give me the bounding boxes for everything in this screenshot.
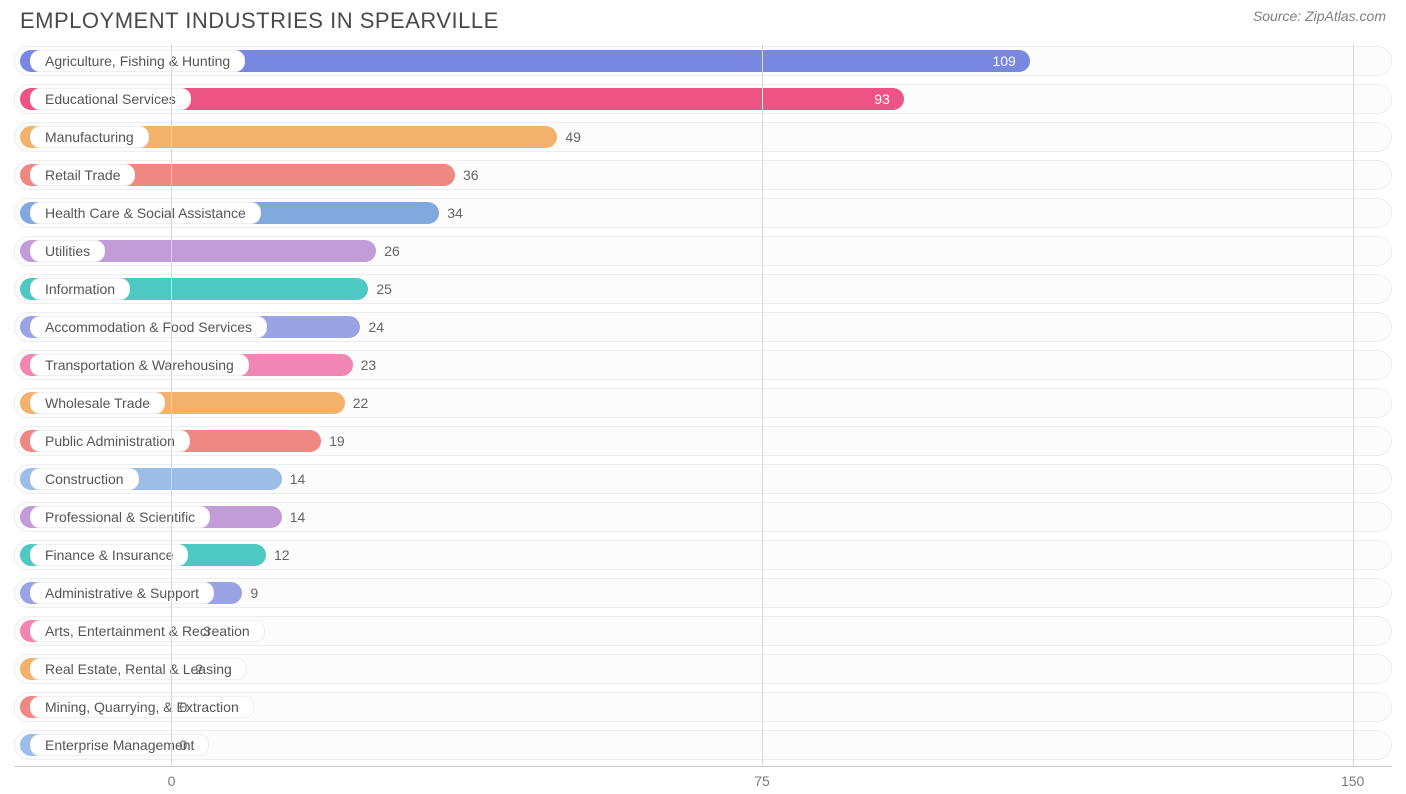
bar-row: Agriculture, Fishing & Hunting 109 xyxy=(14,44,1392,78)
bar-label: Information xyxy=(30,278,130,300)
bar-label: Utilities xyxy=(30,240,105,262)
bar-value: 12 xyxy=(274,547,290,563)
bar-value: 24 xyxy=(368,319,384,335)
bar-label: Transportation & Warehousing xyxy=(30,354,249,376)
bar-label: Finance & Insurance xyxy=(30,544,188,566)
bar-row: Health Care & Social Assistance 34 xyxy=(14,196,1392,230)
bar-label: Retail Trade xyxy=(30,164,135,186)
bar-row: Enterprise Management0 xyxy=(14,728,1392,762)
bar-value: 34 xyxy=(447,205,463,221)
bar-row: Construction 14 xyxy=(14,462,1392,496)
chart-title: EMPLOYMENT INDUSTRIES IN SPEARVILLE xyxy=(20,8,499,34)
bar-row: Mining, Quarrying, & Extraction0 xyxy=(14,690,1392,724)
bar-row: Public Administration 19 xyxy=(14,424,1392,458)
bar-row: Arts, Entertainment & Recreation3 xyxy=(14,614,1392,648)
bars-container: Agriculture, Fishing & Hunting 109 Educati… xyxy=(14,44,1392,762)
chart-header: EMPLOYMENT INDUSTRIES IN SPEARVILLE Sour… xyxy=(0,0,1406,38)
bar-value: 26 xyxy=(384,243,400,259)
bar-row: Manufacturing 49 xyxy=(14,120,1392,154)
axis-tick: 75 xyxy=(754,773,770,789)
bar-label: Wholesale Trade xyxy=(30,392,165,414)
bar-row: Utilities 26 xyxy=(14,234,1392,268)
bar-row: Wholesale Trade 22 xyxy=(14,386,1392,420)
x-axis: 0 75 150 xyxy=(14,766,1392,794)
bar-value: 19 xyxy=(329,433,345,449)
bar-label: Accommodation & Food Services xyxy=(30,316,267,338)
bar-row: Professional & Scientific 14 xyxy=(14,500,1392,534)
bar-label: Manufacturing xyxy=(30,126,149,148)
bar-value: 49 xyxy=(565,129,581,145)
bar-value: 14 xyxy=(290,509,306,525)
bar-value: 2 xyxy=(195,661,203,677)
bar-value: 0 xyxy=(179,699,187,715)
chart-source: Source: ZipAtlas.com xyxy=(1253,8,1386,24)
bar-row: Information 25 xyxy=(14,272,1392,306)
bar-label: Construction xyxy=(30,468,139,490)
bar-row: Real Estate, Rental & Leasing2 xyxy=(14,652,1392,686)
bar-label: Mining, Quarrying, & Extraction xyxy=(30,696,254,718)
bar-label: Agriculture, Fishing & Hunting xyxy=(30,50,245,72)
bar-row: Accommodation & Food Services 24 xyxy=(14,310,1392,344)
bar-value: 36 xyxy=(463,167,479,183)
bar-value: 93 xyxy=(874,91,890,107)
bar-row: Educational Services 93 xyxy=(14,82,1392,116)
bar-value: 25 xyxy=(376,281,392,297)
grid-line xyxy=(762,44,763,766)
axis-tick: 0 xyxy=(168,773,176,789)
bar-label: Health Care & Social Assistance xyxy=(30,202,261,224)
bar-row: Transportation & Warehousing 23 xyxy=(14,348,1392,382)
grid-line xyxy=(1353,44,1354,766)
bar-value: 9 xyxy=(250,585,258,601)
bar-row: Finance & Insurance 12 xyxy=(14,538,1392,572)
bar-label: Public Administration xyxy=(30,430,190,452)
bar-label: Educational Services xyxy=(30,88,191,110)
bar-row: Retail Trade 36 xyxy=(14,158,1392,192)
bar-label: Arts, Entertainment & Recreation xyxy=(30,620,265,642)
bar-label: Real Estate, Rental & Leasing xyxy=(30,658,247,680)
bar-value: 109 xyxy=(992,53,1015,69)
bar-label: Professional & Scientific xyxy=(30,506,210,528)
axis-tick: 150 xyxy=(1341,773,1364,789)
grid-line xyxy=(171,44,172,766)
bar-value: 0 xyxy=(179,737,187,753)
bar-value: 14 xyxy=(290,471,306,487)
bar-label: Administrative & Support xyxy=(30,582,214,604)
chart-area: Agriculture, Fishing & Hunting 109 Educati… xyxy=(14,44,1392,794)
bar-row: Administrative & Support 9 xyxy=(14,576,1392,610)
bar-value: 23 xyxy=(361,357,377,373)
bar-track xyxy=(14,730,1392,760)
bar-value: 22 xyxy=(353,395,369,411)
bar-value: 3 xyxy=(203,623,211,639)
